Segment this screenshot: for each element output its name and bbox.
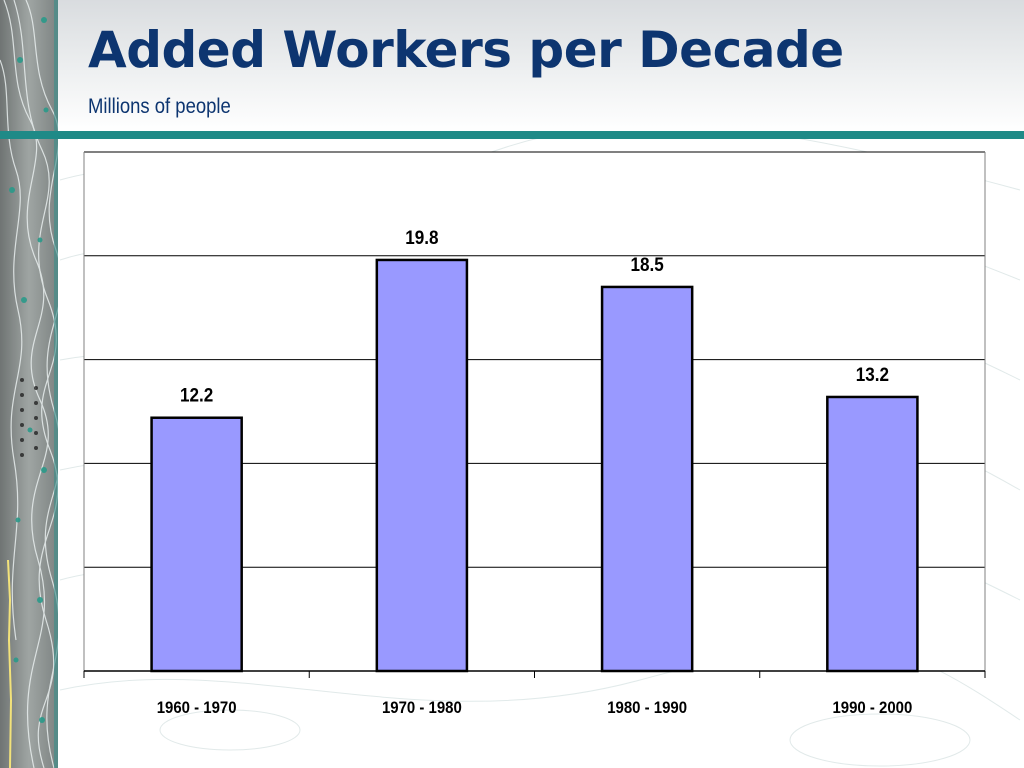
bar-3 [826, 395, 919, 673]
data-label-3: 13.2 [856, 364, 889, 385]
header-divider [0, 131, 1024, 139]
x-tick-label-1: 1970 - 1980 [382, 699, 462, 717]
x-tick-label-0: 1960 - 1970 [157, 699, 237, 717]
x-tick-label-2: 1980 - 1990 [607, 699, 687, 717]
data-label-1: 19.8 [405, 227, 438, 248]
slide-title: Added Workers per Decade [88, 21, 844, 79]
map-strip-image [0, 0, 58, 768]
data-label-0: 12.2 [180, 385, 213, 406]
bar-0 [150, 416, 243, 673]
data-label-2: 18.5 [630, 254, 663, 275]
bar-2 [600, 285, 694, 673]
header-gradient [58, 0, 1024, 132]
x-tick-label-3: 1990 - 2000 [832, 699, 912, 717]
bar-1 [375, 258, 469, 673]
slide-subtitle: Millions of people [88, 95, 231, 118]
